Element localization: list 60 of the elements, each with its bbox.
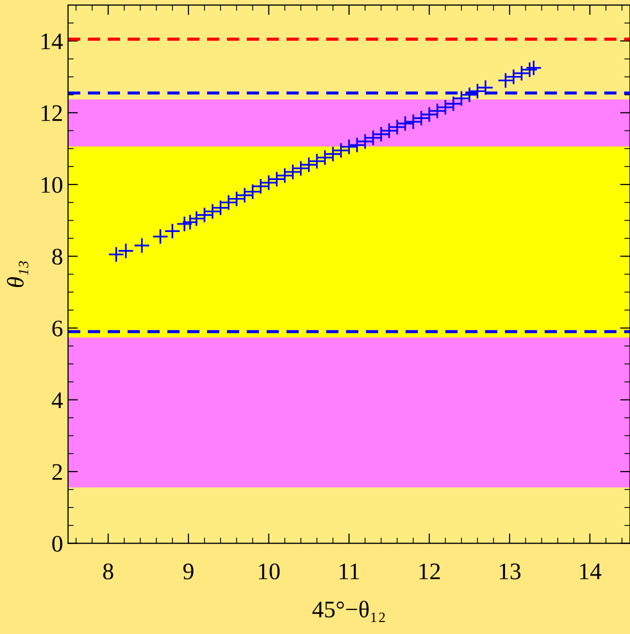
point bbox=[348, 136, 366, 154]
x-tick-label: 11 bbox=[340, 564, 359, 580]
point bbox=[134, 237, 150, 254]
point bbox=[389, 118, 406, 136]
point bbox=[397, 115, 414, 132]
point bbox=[437, 99, 454, 116]
point bbox=[340, 138, 358, 155]
point bbox=[300, 156, 317, 173]
point bbox=[522, 62, 538, 78]
y-tick-label: 10 bbox=[42, 176, 62, 193]
point bbox=[182, 214, 198, 230]
y-tick-label: 4 bbox=[52, 392, 63, 408]
y-tick-label: 14 bbox=[42, 34, 63, 50]
point bbox=[118, 242, 134, 259]
point bbox=[308, 153, 326, 170]
point bbox=[188, 210, 205, 227]
point bbox=[316, 149, 334, 166]
y-tick-label: 0 bbox=[52, 536, 62, 552]
point bbox=[356, 133, 374, 150]
point bbox=[176, 216, 193, 232]
x-tick-label: 12 bbox=[420, 564, 440, 580]
point bbox=[196, 206, 213, 224]
y-axis-title: θ₁₃ bbox=[6, 261, 28, 288]
point bbox=[477, 79, 494, 96]
point bbox=[514, 65, 530, 82]
point bbox=[421, 106, 438, 123]
point bbox=[108, 246, 124, 263]
point bbox=[276, 167, 293, 184]
point bbox=[429, 102, 446, 120]
point bbox=[332, 142, 350, 159]
point bbox=[497, 72, 514, 89]
point bbox=[373, 126, 390, 142]
point bbox=[152, 228, 168, 245]
x-axis-title: 45°−θ₁₂ bbox=[312, 600, 385, 622]
point bbox=[505, 68, 522, 85]
x-tick-label: 9 bbox=[183, 564, 194, 580]
point bbox=[204, 203, 221, 220]
point bbox=[268, 170, 285, 188]
point bbox=[164, 223, 181, 240]
x-tick-label: 13 bbox=[500, 564, 520, 580]
y-tick-label: 12 bbox=[42, 105, 62, 121]
point bbox=[405, 114, 422, 130]
point bbox=[364, 130, 382, 146]
point bbox=[469, 83, 486, 100]
point bbox=[228, 190, 245, 207]
y-tick-label: 2 bbox=[52, 464, 62, 480]
point bbox=[526, 60, 542, 76]
point bbox=[461, 86, 478, 103]
point bbox=[324, 146, 342, 162]
point bbox=[284, 164, 301, 180]
x-tick-label: 14 bbox=[580, 564, 602, 580]
x-tick-label: 8 bbox=[103, 563, 114, 580]
point bbox=[292, 160, 309, 176]
point bbox=[236, 187, 253, 204]
point bbox=[381, 122, 398, 139]
y-tick-label: 6 bbox=[52, 320, 62, 336]
y-tick-label: 8 bbox=[52, 248, 62, 265]
point bbox=[413, 110, 430, 126]
point bbox=[260, 174, 277, 191]
x-tick-label: 10 bbox=[259, 563, 280, 580]
